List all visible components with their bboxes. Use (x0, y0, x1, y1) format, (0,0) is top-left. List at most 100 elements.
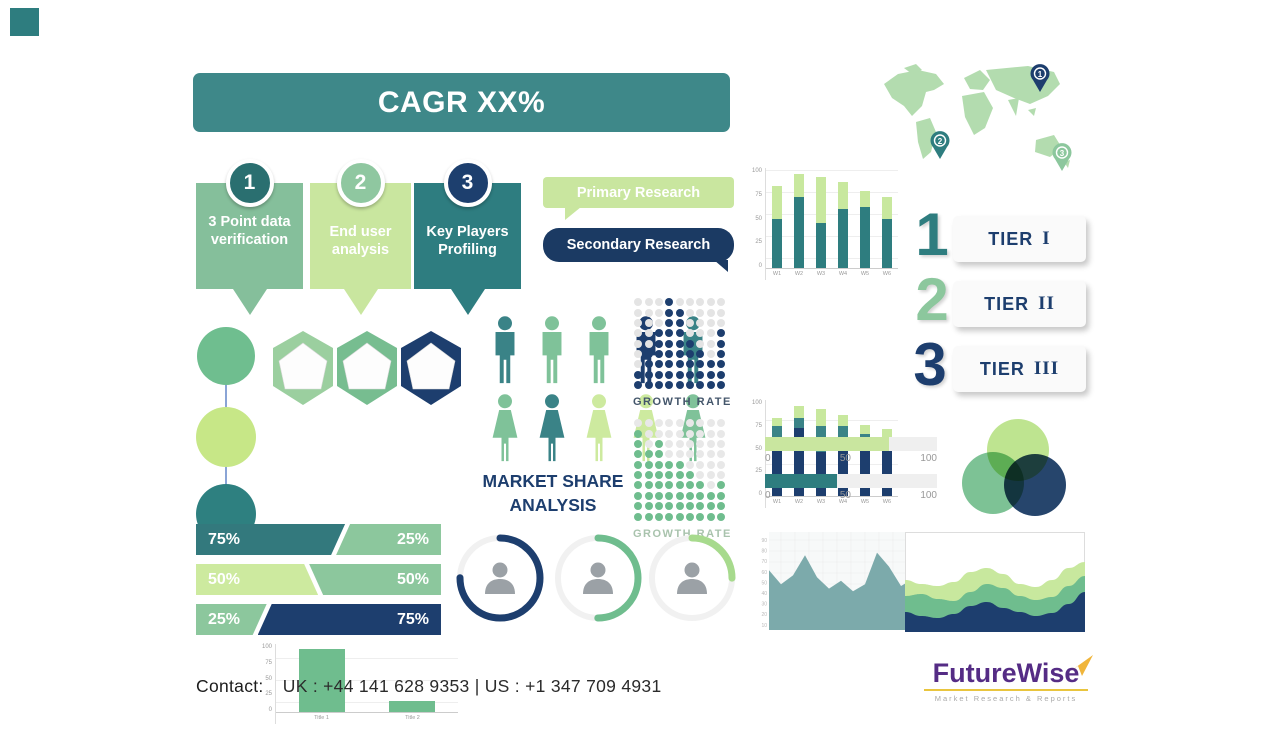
bar-column: W5 (859, 168, 870, 280)
dot-row (633, 501, 732, 511)
dot (675, 350, 684, 359)
dot (644, 502, 653, 511)
dot (686, 298, 695, 307)
dot (696, 381, 705, 390)
dot (686, 502, 695, 511)
ribbon-tail-icon (450, 289, 485, 315)
hexagon-icon (401, 331, 461, 405)
dot (654, 339, 663, 348)
progress-track (765, 474, 937, 488)
pin-number: 1 (1038, 70, 1043, 79)
person-icon (590, 562, 606, 578)
gauge-icon (554, 534, 642, 622)
gauge-icon (648, 534, 736, 622)
split-right-label: 25% (396, 531, 429, 548)
dot (706, 298, 715, 307)
x-tick-label: W3 (816, 271, 826, 277)
progress-tick-label: 50 (839, 453, 851, 464)
dot (717, 491, 726, 500)
tier-3-number: 3 (913, 331, 947, 398)
dot (686, 450, 695, 459)
bar-segment-teal (793, 197, 804, 269)
dot (706, 481, 715, 490)
dot (696, 329, 705, 338)
dot (706, 502, 715, 511)
y-tick-label: 50 (265, 675, 273, 682)
split-right-segment (257, 604, 441, 635)
dot (717, 460, 726, 469)
tier-2-numeral: II (1038, 293, 1055, 314)
person-gauge-25 (646, 532, 738, 624)
bar-column: W2 (793, 400, 804, 508)
woman-icon (539, 394, 565, 462)
dot (675, 491, 684, 500)
y-tick-label: 25 (755, 239, 763, 246)
gauge-arc (648, 534, 736, 622)
dot (665, 481, 674, 490)
logo-rule (924, 689, 1088, 691)
dot (654, 381, 663, 390)
layered-wave-chart (905, 532, 1085, 637)
gauge-arc (554, 534, 642, 622)
bar-segment-navy (772, 450, 782, 497)
dot (717, 481, 726, 490)
bar-column: W4 (837, 168, 848, 280)
dot (634, 460, 643, 469)
market-share-line2: ANALYSIS (509, 494, 597, 515)
dot (686, 460, 695, 469)
split-left-label: 50% (208, 571, 241, 588)
dot (634, 298, 643, 307)
x-tick-label: W5 (860, 271, 870, 277)
tier-2-card: TIER II (953, 281, 1086, 327)
dot (654, 419, 663, 428)
tier-1-label: TIER (988, 228, 1034, 249)
dot (696, 460, 705, 469)
progress-ticks: 0 50 100 (765, 453, 937, 464)
dot (634, 429, 643, 438)
process-circle-2 (196, 407, 256, 467)
ribbon-end-user-analysis: 2 End user analysis (310, 159, 411, 315)
percent-split-bars: 75% 25% 50% 50% 25% 75% (196, 524, 441, 644)
tier-1-number: 1 (915, 201, 949, 268)
dot (644, 491, 653, 500)
ribbon-3-point-data-verification: 1 3 Point data verification (196, 159, 303, 315)
y-tick-label: 0 (758, 491, 763, 497)
dot (686, 381, 695, 390)
dot (654, 350, 663, 359)
bar-segment-navy (881, 449, 892, 497)
primary-research-label: Primary Research (576, 184, 701, 201)
continent (962, 92, 993, 135)
dot (706, 360, 715, 369)
continent (1008, 98, 1019, 116)
dot (696, 471, 705, 480)
plot-area: W1 W2 W3 W4 W5 W6 (765, 400, 898, 508)
bar (837, 168, 848, 269)
dot-row (633, 480, 732, 490)
map-pin: 3 (1052, 143, 1072, 171)
dot (634, 318, 643, 327)
dot-row (633, 470, 732, 480)
dot (654, 502, 663, 511)
stacked-bar-chart-top: 100 75 50 25 0 W1 W2 W3 W4 W5 W6 (752, 168, 898, 280)
bar-segment-light-green (837, 415, 848, 427)
dot-row (633, 349, 732, 359)
person-head (686, 394, 700, 409)
ribbon-tail-icon (343, 289, 378, 315)
progress-bars: 0 50 100 0 50 100 (765, 437, 937, 511)
bar-segment-teal (772, 218, 782, 269)
progress-tick-label: 50 (839, 490, 851, 501)
dot (696, 429, 705, 438)
dot (706, 512, 715, 521)
bar-segment-light-green (793, 174, 804, 198)
dot (654, 450, 663, 459)
hexagon-inner (278, 342, 328, 390)
dot (644, 419, 653, 428)
bar-segment-teal (881, 218, 892, 269)
progress-tick-label: 100 (920, 453, 937, 464)
y-tick-label: 20 (761, 612, 767, 618)
dot (634, 360, 643, 369)
dot-row (633, 380, 732, 390)
x-tick-label: Title 2 (405, 715, 420, 721)
gauge-arc (456, 534, 544, 622)
